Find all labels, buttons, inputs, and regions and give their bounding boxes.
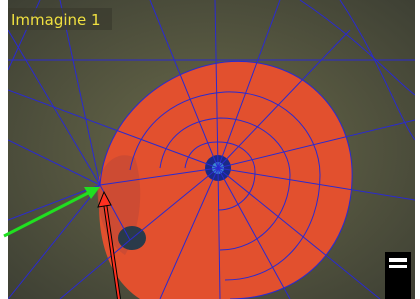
page: Immagine 1 (() => { const data = JSON.pa…: [0, 0, 420, 299]
scale-bar-mark: [389, 265, 407, 268]
image-label: Immagine 1: [11, 11, 101, 29]
image-view: Immagine 1: [0, 0, 420, 299]
scale-bar-mark: [389, 258, 407, 262]
photo: [8, 0, 415, 299]
